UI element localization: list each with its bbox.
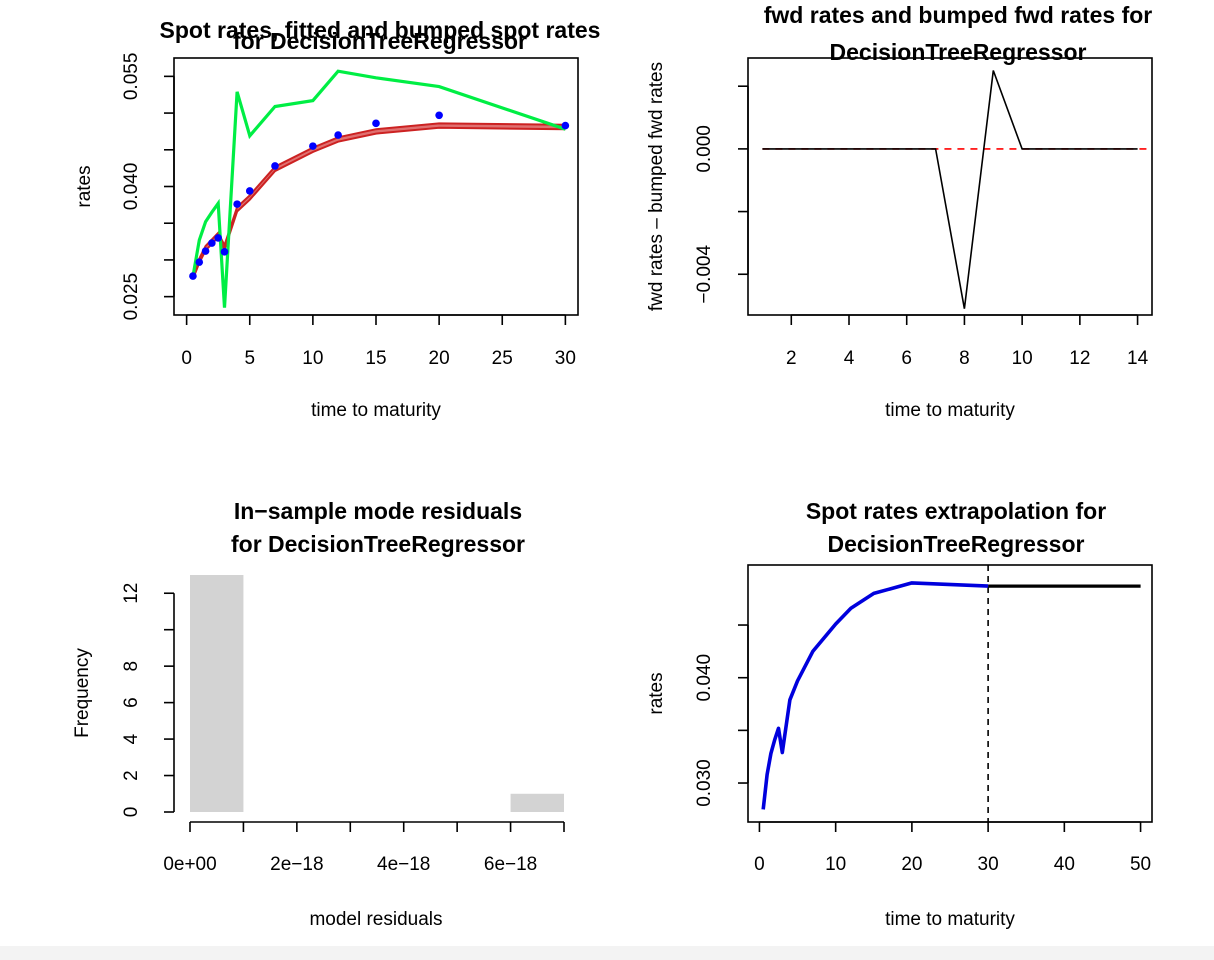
extrap-x-tick-label-0: 0 <box>754 854 765 875</box>
fit-bumped-spot-line <box>191 69 566 308</box>
fit-fitted-band-upper-line <box>191 122 566 275</box>
fit-observed-point-4 <box>214 234 222 242</box>
fit-observed-point-9 <box>309 142 317 150</box>
fwd-x-tick-label-0: 2 <box>786 348 797 369</box>
fwd-x-tick-label-4: 10 <box>1012 348 1033 369</box>
extrap-x-axis-label: time to maturity <box>885 909 1015 930</box>
resid-title-line-1: In−sample mode residuals <box>234 498 522 524</box>
fwd-y-tick-label-1: 0.000 <box>694 125 715 173</box>
fit-observed-point-6 <box>233 200 241 208</box>
extrap-x-tick-label-2: 20 <box>901 854 922 875</box>
extrap-x-tick-label-3: 30 <box>978 854 999 875</box>
fit-x-tick-label-2: 10 <box>302 348 323 369</box>
fit-plot-frame <box>173 57 579 316</box>
fwd-x-tick-label-6: 14 <box>1127 348 1149 369</box>
fwd-difference-line <box>762 70 1138 309</box>
extrap-title-line-2: DecisionTreeRegressor <box>828 531 1085 557</box>
fit-x-tick-label-3: 15 <box>365 348 386 369</box>
resid-title-line-2: for DecisionTreeRegressor <box>231 531 525 557</box>
window-footer-band <box>0 946 1214 960</box>
resid-x-tick-label-4: 4e−18 <box>377 854 430 875</box>
fit-fitted-band-area <box>192 123 566 280</box>
fit-observed-point-13 <box>561 121 570 130</box>
fit-observed-point-11 <box>372 119 380 128</box>
resid-y-tick-label-0: 0 <box>121 807 142 818</box>
extrap-fitted-line <box>761 581 989 810</box>
fwd-title-line-1: fwd rates and bumped fwd rates for <box>764 2 1153 28</box>
fwd-title-line-2: DecisionTreeRegressor <box>830 39 1087 65</box>
fit-x-tick-label-6: 30 <box>555 348 576 369</box>
resid-y-tick-label-3: 6 <box>121 697 142 708</box>
fit-y-axis-label: rates <box>74 165 95 207</box>
fit-y-tick-label-0: 0.025 <box>121 273 142 321</box>
resid-y-axis-label: Frequency <box>72 648 93 738</box>
extrap-x-tick-label-1: 10 <box>825 854 846 875</box>
extrap-x-tick-label-5: 50 <box>1130 854 1151 875</box>
fit-fitted-band-lower-line <box>191 126 566 280</box>
fit-title-line-1: Spot rates, fitted and bumped spot rates <box>160 17 601 43</box>
fit-title-line-2: for DecisionTreeRegressor <box>233 28 527 54</box>
resid-x-tick-label-6: 6e−18 <box>484 854 537 875</box>
extrap-y-axis-label: rates <box>646 672 667 714</box>
fit-observed-point-3 <box>208 239 216 247</box>
fit-observed-point-8 <box>271 162 279 170</box>
extrap-plot-frame <box>747 564 1153 823</box>
fwd-plot-frame <box>747 57 1153 316</box>
fit-y-tick-label-3: 0.040 <box>121 163 142 211</box>
resid-x-axis-label: model residuals <box>309 909 442 930</box>
extrap-x-tick-label-4: 40 <box>1054 854 1075 875</box>
fit-observed-point-5 <box>220 248 229 256</box>
resid-histogram-bar-1 <box>510 793 564 812</box>
resid-y-tick-label-2: 4 <box>121 733 142 744</box>
fwd-x-tick-label-5: 12 <box>1069 348 1090 369</box>
fwd-y-axis-label: fwd rates – bumped fwd rates <box>646 62 667 311</box>
fit-observed-point-12 <box>435 111 443 120</box>
resid-y-tick-label-6: 12 <box>121 583 142 604</box>
fit-observed-point-10 <box>334 131 342 139</box>
resid-x-tick-label-2: 2e−18 <box>270 854 323 875</box>
fit-x-tick-label-4: 20 <box>429 348 450 369</box>
fit-observed-point-2 <box>201 247 210 255</box>
fit-observed-point-0 <box>189 272 197 280</box>
resid-y-tick-label-1: 2 <box>121 770 142 781</box>
fwd-y-tick-label-3: −0.004 <box>694 245 715 304</box>
fwd-x-tick-label-1: 4 <box>844 348 855 369</box>
fit-x-tick-label-0: 0 <box>181 348 192 369</box>
fit-x-tick-label-5: 25 <box>492 348 513 369</box>
extrap-y-tick-label-2: 0.040 <box>694 654 715 702</box>
fit-y-tick-label-6: 0.055 <box>121 53 142 101</box>
fit-observed-point-7 <box>245 187 254 195</box>
fit-x-tick-label-1: 5 <box>244 348 255 369</box>
fit-x-axis-label: time to maturity <box>311 400 441 421</box>
fit-observed-point-1 <box>195 258 204 266</box>
extrap-y-tick-label-0: 0.030 <box>694 759 715 807</box>
resid-y-tick-label-4: 8 <box>121 661 142 672</box>
extrap-title-line-1: Spot rates extrapolation for <box>806 498 1106 524</box>
fwd-x-tick-label-3: 8 <box>959 348 970 369</box>
fwd-x-tick-label-2: 6 <box>901 348 912 369</box>
resid-x-tick-label-0: 0e+00 <box>163 854 216 875</box>
resid-histogram-bar-0 <box>190 575 244 812</box>
fwd-x-axis-label: time to maturity <box>885 400 1015 421</box>
